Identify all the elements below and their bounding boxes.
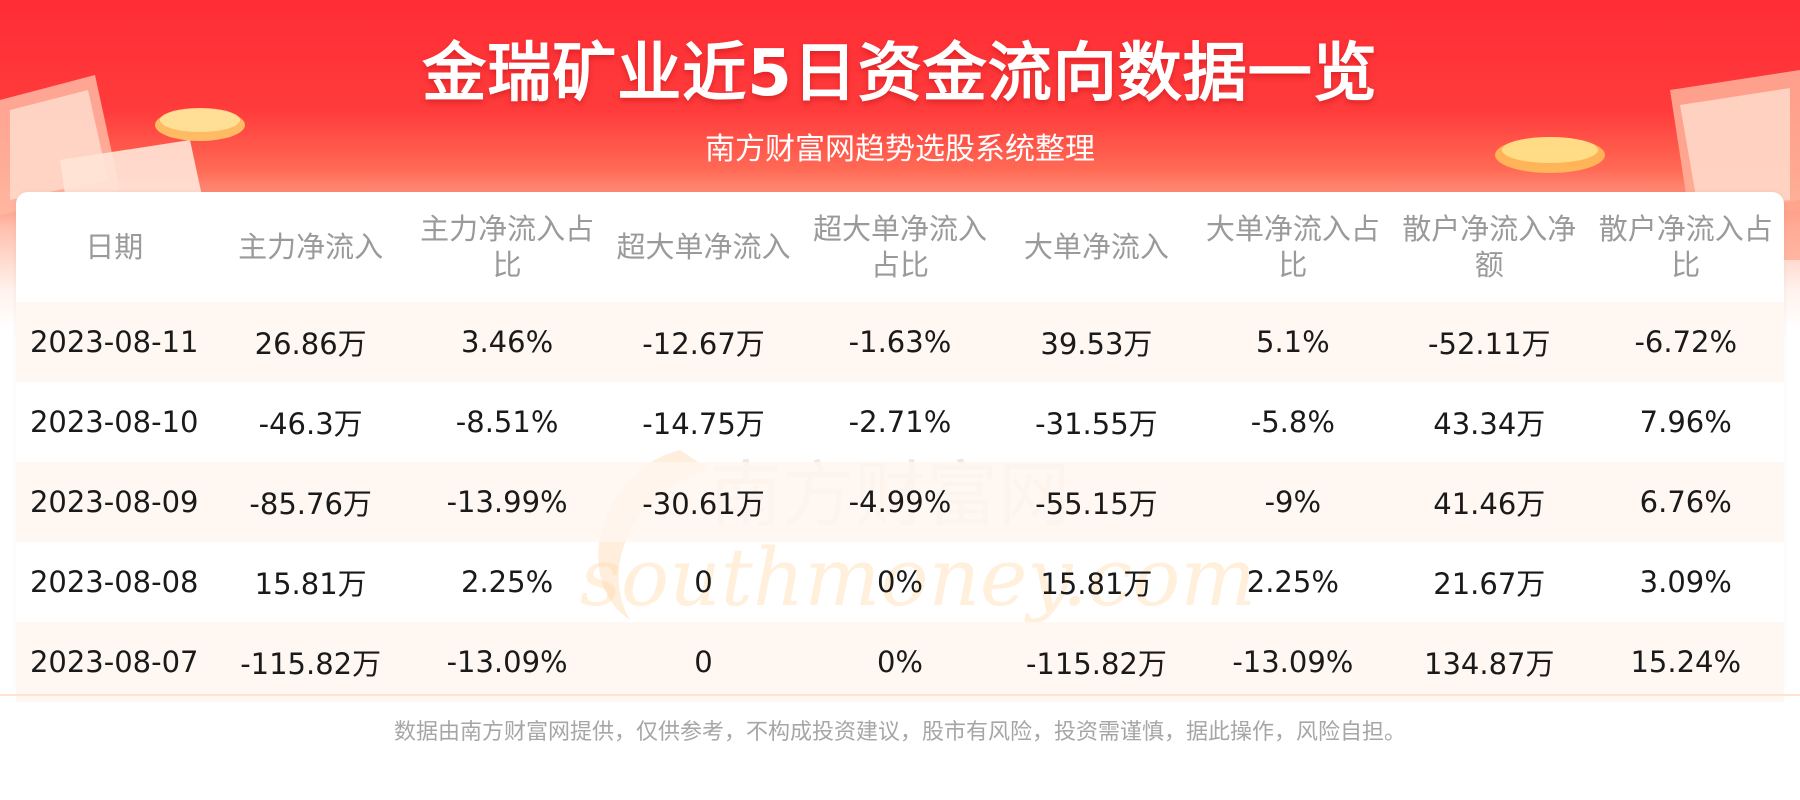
table-row: 2023-08-09 -85.76万 -13.99% -30.61万 -4.99…	[16, 462, 1784, 542]
table-cell: 15.24%	[1587, 622, 1784, 702]
table-cell: -115.82万	[212, 622, 409, 702]
table-cell: -12.67万	[605, 302, 802, 382]
table-cell: -4.99%	[801, 462, 999, 542]
col-header: 主力净流入	[238, 230, 384, 264]
table-cell: 2023-08-10	[29, 405, 199, 439]
table-cell: -9%	[1194, 462, 1392, 542]
col-header: 大单净流入占比	[1205, 212, 1380, 282]
col-header: 日期	[85, 230, 144, 264]
col-header: 超大单净流入 占比	[812, 212, 987, 282]
col-header: 主力净流入占比	[420, 212, 595, 282]
table-cell: -6.72%	[1587, 302, 1784, 382]
table-cell: 3.46%	[408, 302, 606, 382]
page-subtitle: 南方财富网趋势选股系统整理	[705, 132, 1095, 167]
left-decoration-icon	[0, 75, 245, 230]
table-cell: 2023-08-09	[16, 462, 213, 542]
table-cell: 21.67万	[1433, 567, 1546, 601]
table-cell: -8.51%	[455, 405, 559, 439]
col-header: 散户净流入占比	[1598, 212, 1773, 282]
fund-flow-table: 日期 主力净流入 主力净流入占比 超大单净流入 超大单净流入 占比 大单净流入 大…	[16, 192, 1784, 702]
table-cell: -31.55万	[1035, 407, 1158, 441]
footer-divider	[0, 694, 1800, 696]
table-cell: 2023-08-11	[16, 302, 213, 382]
table-cell: 26.86万	[212, 302, 409, 382]
table-cell: 0	[605, 622, 802, 702]
table-cell: -1.63%	[801, 302, 999, 382]
table-cell: -13.09%	[408, 622, 606, 702]
col-header: 大单净流入	[1023, 230, 1169, 264]
page-title: 金瑞矿业近5日资金流向数据一览	[422, 37, 1378, 111]
table-cell: 0%	[801, 622, 999, 702]
table-cell: -2.71%	[848, 405, 952, 439]
table-header-row: 日期 主力净流入 主力净流入占比 超大单净流入 超大单净流入 占比 大单净流入 大…	[16, 192, 1784, 302]
table-cell: -30.61万	[605, 462, 802, 542]
table-row: 2023-08-07 -115.82万 -13.09% 0 0% -115.82…	[16, 622, 1784, 702]
disclaimer-text: 数据由南方财富网提供，仅供参考，不构成投资建议，股市有风险，投资需谨慎，据此操作…	[393, 720, 1406, 745]
table-cell: -55.15万	[998, 462, 1195, 542]
table-cell: 15.81万	[1040, 567, 1153, 601]
table-cell: -46.3万	[258, 407, 363, 441]
table-cell: 134.87万	[1391, 622, 1588, 702]
table-cell: -115.82万	[998, 622, 1195, 702]
table-cell: -13.09%	[1194, 622, 1392, 702]
table-cell: 0	[694, 565, 713, 599]
table-row: 2023-08-11 26.86万 3.46% -12.67万 -1.63% 3…	[16, 302, 1784, 382]
table-card	[16, 192, 1784, 694]
table-cell: 39.53万	[998, 302, 1195, 382]
table-cell: 3.09%	[1639, 565, 1732, 599]
table-cell: 43.34万	[1433, 407, 1546, 441]
col-header: 散户净流入净额	[1402, 212, 1577, 282]
table-cell: 6.76%	[1587, 462, 1784, 542]
table-cell: -13.99%	[408, 462, 606, 542]
table-cell: 0%	[876, 565, 923, 599]
table-cell: 2023-08-07	[16, 622, 213, 702]
table-cell: 5.1%	[1194, 302, 1392, 382]
table-cell: -14.75万	[642, 407, 765, 441]
table-row: 2023-08-08 15.81万 2.25% 0 0% 15.81万 2.25…	[16, 542, 1784, 622]
table-cell: -5.8%	[1250, 405, 1335, 439]
col-header: 超大单净流入	[616, 230, 791, 264]
table-row: 2023-08-10 -46.3万 -8.51% -14.75万 -2.71% …	[16, 382, 1784, 462]
table-cell: 2.25%	[1246, 565, 1339, 599]
table-cell: 2023-08-08	[29, 565, 199, 599]
table-cell: 2.25%	[461, 565, 554, 599]
table-cell: 7.96%	[1639, 405, 1732, 439]
table-cell: 41.46万	[1391, 462, 1588, 542]
table-cell: 15.81万	[254, 567, 367, 601]
table-cell: -52.11万	[1391, 302, 1588, 382]
table-cell: -85.76万	[212, 462, 409, 542]
